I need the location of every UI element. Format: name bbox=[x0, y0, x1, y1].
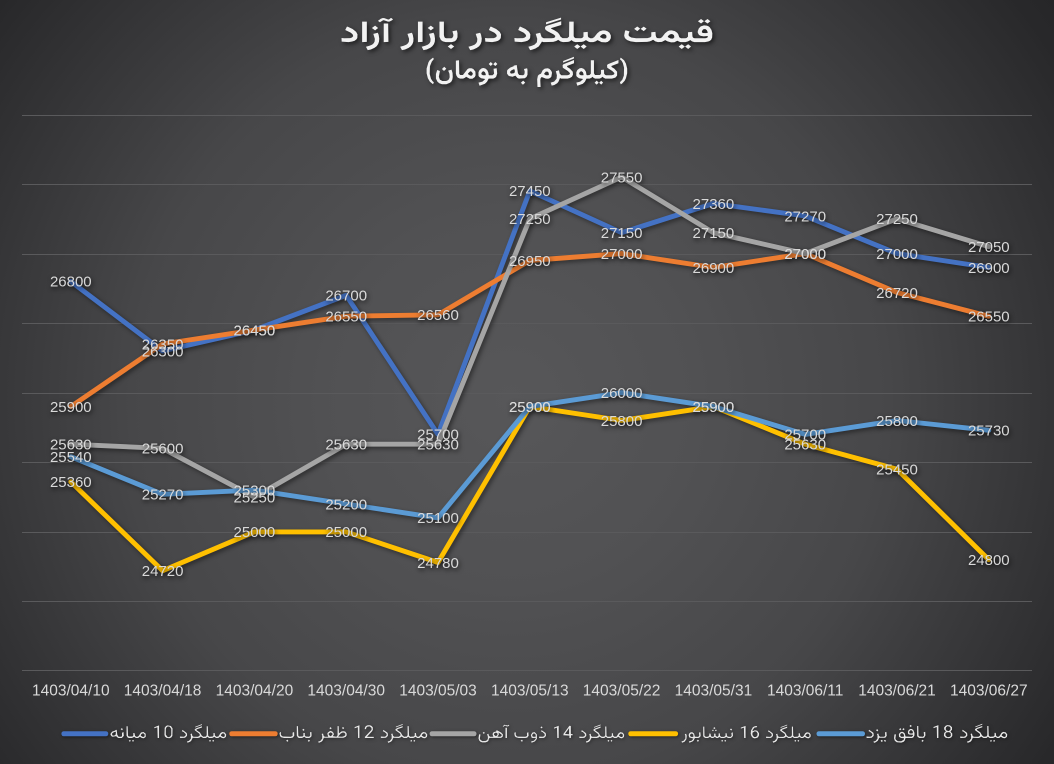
svg-text:25900: 25900 bbox=[693, 399, 735, 416]
svg-text:25630: 25630 bbox=[325, 437, 367, 454]
svg-text:26720: 26720 bbox=[876, 285, 918, 302]
svg-text:26950: 26950 bbox=[509, 253, 551, 270]
svg-text:25630: 25630 bbox=[50, 437, 92, 454]
svg-text:1403/04/18: 1403/04/18 bbox=[124, 683, 202, 700]
svg-text:27150: 27150 bbox=[601, 225, 643, 242]
svg-text:27000: 27000 bbox=[784, 246, 826, 263]
svg-text:26900: 26900 bbox=[693, 260, 735, 277]
svg-text:25900: 25900 bbox=[50, 399, 92, 416]
svg-text:26350: 26350 bbox=[142, 336, 184, 353]
svg-text:1403/05/31: 1403/05/31 bbox=[675, 683, 753, 700]
svg-text:25270: 25270 bbox=[142, 487, 184, 504]
svg-text:25700: 25700 bbox=[784, 427, 826, 444]
svg-text:25630: 25630 bbox=[417, 437, 459, 454]
svg-text:25000: 25000 bbox=[234, 524, 276, 541]
svg-text:24720: 24720 bbox=[142, 563, 184, 580]
svg-text:1403/04/30: 1403/04/30 bbox=[307, 683, 385, 700]
svg-text:27450: 27450 bbox=[509, 183, 551, 200]
svg-text:25900: 25900 bbox=[509, 399, 551, 416]
svg-text:25800: 25800 bbox=[876, 413, 918, 430]
svg-text:25800: 25800 bbox=[601, 413, 643, 430]
svg-text:26700: 26700 bbox=[325, 288, 367, 305]
svg-text:25360: 25360 bbox=[50, 474, 92, 491]
svg-text:1403/04/20: 1403/04/20 bbox=[216, 683, 294, 700]
svg-text:26300: 26300 bbox=[142, 343, 184, 360]
svg-text:1403/05/22: 1403/05/22 bbox=[583, 683, 661, 700]
svg-text:25300: 25300 bbox=[234, 482, 276, 499]
svg-text:24780: 24780 bbox=[417, 555, 459, 572]
svg-text:27360: 27360 bbox=[693, 196, 735, 213]
svg-text:26450: 26450 bbox=[234, 322, 276, 339]
svg-text:27150: 27150 bbox=[693, 225, 735, 242]
svg-text:25700: 25700 bbox=[417, 427, 459, 444]
svg-text:26560: 26560 bbox=[417, 307, 459, 324]
svg-text:26800: 26800 bbox=[50, 274, 92, 291]
svg-text:26900: 26900 bbox=[968, 260, 1010, 277]
svg-text:25540: 25540 bbox=[50, 449, 92, 466]
svg-text:27550: 27550 bbox=[601, 169, 643, 186]
svg-text:1403/06/27: 1403/06/27 bbox=[950, 683, 1028, 700]
svg-text:27050: 27050 bbox=[968, 239, 1010, 256]
svg-text:27250: 27250 bbox=[876, 211, 918, 228]
svg-text:26550: 26550 bbox=[968, 309, 1010, 326]
svg-text:25900: 25900 bbox=[693, 399, 735, 416]
svg-text:1403/06/21: 1403/06/21 bbox=[858, 683, 936, 700]
svg-text:27000: 27000 bbox=[876, 246, 918, 263]
svg-text:25630: 25630 bbox=[784, 437, 826, 454]
svg-text:1403/04/10: 1403/04/10 bbox=[32, 683, 110, 700]
svg-text:26550: 26550 bbox=[325, 309, 367, 326]
svg-text:24800: 24800 bbox=[968, 552, 1010, 569]
svg-text:27270: 27270 bbox=[784, 208, 826, 225]
svg-text:25600: 25600 bbox=[142, 441, 184, 458]
svg-text:25730: 25730 bbox=[968, 423, 1010, 440]
svg-text:27000: 27000 bbox=[601, 246, 643, 263]
svg-text:1403/05/13: 1403/05/13 bbox=[491, 683, 569, 700]
svg-text:25250: 25250 bbox=[234, 489, 276, 506]
svg-text:25450: 25450 bbox=[876, 462, 918, 479]
svg-text:27000: 27000 bbox=[784, 246, 826, 263]
svg-text:27250: 27250 bbox=[509, 211, 551, 228]
svg-text:26450: 26450 bbox=[234, 322, 276, 339]
svg-text:26000: 26000 bbox=[601, 385, 643, 402]
svg-text:25000: 25000 bbox=[325, 524, 367, 541]
svg-text:1403/05/03: 1403/05/03 bbox=[399, 683, 477, 700]
svg-text:1403/06/11: 1403/06/11 bbox=[767, 683, 843, 700]
svg-text:25200: 25200 bbox=[325, 496, 367, 513]
svg-text:25100: 25100 bbox=[417, 510, 459, 527]
svg-text:25900: 25900 bbox=[509, 399, 551, 416]
